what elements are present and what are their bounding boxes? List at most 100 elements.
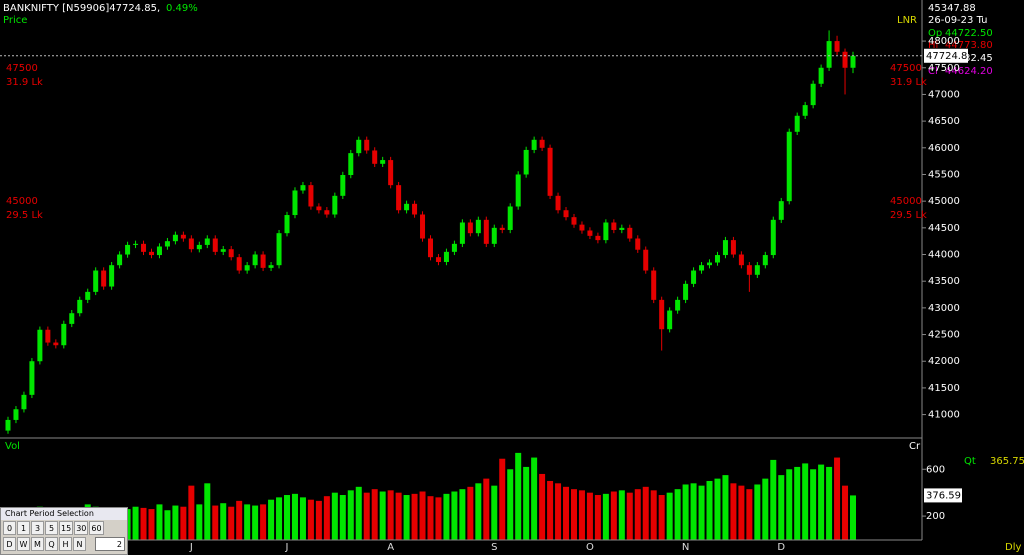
volume-bar xyxy=(834,457,841,540)
candle-body xyxy=(603,222,609,241)
period-button[interactable]: Q xyxy=(45,537,58,551)
volume-bar xyxy=(586,492,593,540)
volume-bar xyxy=(212,505,219,540)
level-note: 29.5 Lk xyxy=(6,210,43,221)
candle-body xyxy=(53,342,59,346)
candle-body xyxy=(810,83,816,106)
candle-body xyxy=(786,131,792,202)
period-button[interactable]: M xyxy=(31,537,44,551)
candle-body xyxy=(619,227,625,230)
volume-bar xyxy=(730,483,737,540)
volume-bar xyxy=(762,478,769,540)
volume-bar xyxy=(818,464,825,540)
qty-label: Qt xyxy=(964,456,976,467)
info-label: Hi xyxy=(928,40,938,51)
candle-body xyxy=(499,227,505,230)
volume-bar xyxy=(196,504,203,540)
period-button[interactable]: 0 xyxy=(3,521,16,535)
candle-body xyxy=(467,222,473,234)
qty-value: 365.75 xyxy=(990,456,1024,467)
period-button[interactable]: N xyxy=(73,537,86,551)
candle-body xyxy=(826,41,832,68)
candle-body xyxy=(260,254,266,268)
candle-body xyxy=(818,67,824,84)
x-tick-label: J xyxy=(189,542,193,553)
candle-body xyxy=(762,255,768,266)
candle-body xyxy=(547,147,553,196)
candle-body xyxy=(571,217,577,225)
volume-bar xyxy=(284,495,291,540)
candle-body xyxy=(340,175,346,196)
y-tick-label: 42000 xyxy=(928,356,960,367)
info-date: 26-09-23 Tu xyxy=(928,15,988,26)
period-button[interactable]: 1 xyxy=(17,521,30,535)
candle-body xyxy=(204,238,210,245)
period-button[interactable]: 15 xyxy=(59,521,74,535)
period-button[interactable]: 30 xyxy=(74,521,89,535)
candle-body xyxy=(332,195,338,215)
candle-body xyxy=(372,150,378,164)
volume-bar xyxy=(642,486,649,540)
last-volume: 376.59 xyxy=(926,490,961,501)
volume-bar xyxy=(499,458,506,540)
candle-body xyxy=(579,224,585,231)
period-button[interactable]: 60 xyxy=(89,521,104,535)
volume-bar xyxy=(443,493,450,540)
info-value: 44624.20 xyxy=(945,66,993,77)
y-tick-label: 44500 xyxy=(928,223,960,234)
volume-bar xyxy=(252,505,259,540)
volume-bar xyxy=(850,495,856,540)
volume-bar xyxy=(323,496,330,540)
period-button[interactable]: 3 xyxy=(31,521,44,535)
volume-bar xyxy=(204,483,211,540)
chart-title: BANKNIFTY [N59906]47724.85, xyxy=(3,3,160,14)
candle-body xyxy=(364,139,370,151)
candle-body xyxy=(475,219,481,234)
candle-body xyxy=(212,238,218,252)
candle-body xyxy=(37,329,43,362)
volume-bar xyxy=(244,504,251,540)
volume-bar xyxy=(315,500,322,540)
volume-bar xyxy=(148,509,155,540)
volume-bar xyxy=(570,489,577,540)
candle-body xyxy=(404,203,410,211)
candle-body xyxy=(284,215,290,234)
level-label: 45000 xyxy=(6,196,38,207)
volume-bar xyxy=(754,484,761,540)
candle-body xyxy=(738,254,744,266)
period-button[interactable]: D xyxy=(3,537,16,551)
volume-bar xyxy=(634,489,641,540)
y-tick-label: 200 xyxy=(926,511,945,522)
period-input[interactable]: 2 xyxy=(95,537,125,551)
candle-body xyxy=(164,241,170,247)
candle-body xyxy=(252,254,258,266)
y-tick-label: 43000 xyxy=(928,303,960,314)
last-price: 47724.8 xyxy=(926,51,967,62)
candle-body xyxy=(611,222,617,230)
candle-body xyxy=(627,227,633,239)
volume-bar xyxy=(411,493,418,540)
candle-body xyxy=(196,244,202,250)
candle-body xyxy=(778,201,784,220)
candle-body xyxy=(539,139,545,148)
candle-body xyxy=(125,244,131,255)
volume-bar xyxy=(810,469,817,540)
y-tick-label: 48000 xyxy=(928,36,960,47)
candle-body xyxy=(643,249,649,271)
candle-body xyxy=(77,299,83,314)
volume-bar xyxy=(459,489,466,540)
volume-bar xyxy=(299,497,306,540)
volume-bar xyxy=(339,495,346,540)
candle-body xyxy=(435,257,441,262)
volume-bar xyxy=(802,463,809,540)
volume-bar xyxy=(786,469,793,540)
period-button[interactable]: H xyxy=(59,537,72,551)
y-tick-label: 600 xyxy=(926,464,945,475)
candle-body xyxy=(244,265,250,271)
period-button[interactable]: W xyxy=(17,537,30,551)
period-button[interactable]: 5 xyxy=(45,521,58,535)
volume-bar xyxy=(578,490,585,540)
